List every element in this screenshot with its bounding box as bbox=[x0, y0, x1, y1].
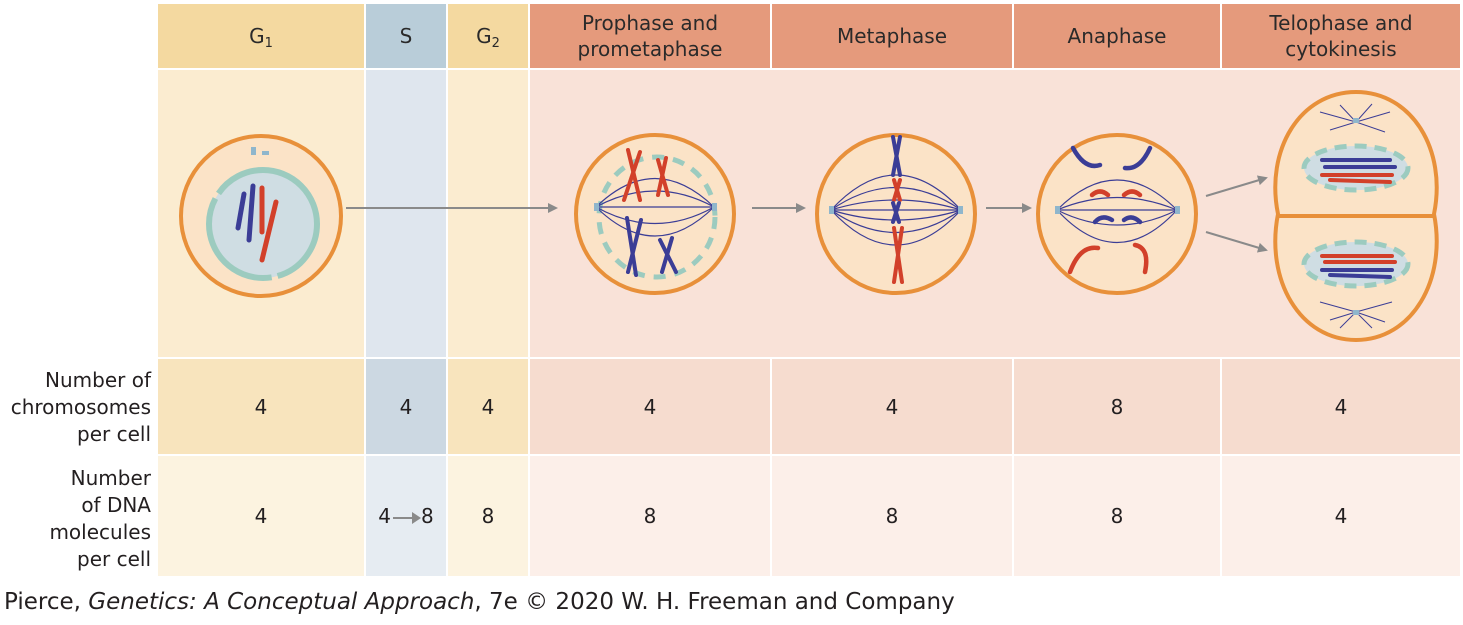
panel-g1-image bbox=[158, 70, 364, 357]
row-label-chromosomes-line: per cell bbox=[77, 422, 151, 446]
header-prophase-label: Prophase and prometaphase bbox=[577, 11, 723, 61]
header-prophase: Prophase and prometaphase bbox=[530, 4, 770, 68]
row-label-chromosomes-line: chromosomes bbox=[10, 395, 151, 419]
chromosomes-anaphase: 8 bbox=[1014, 359, 1220, 454]
chromosomes-g2-value: 4 bbox=[481, 394, 495, 419]
chromosomes-prophase: 4 bbox=[530, 359, 770, 454]
chromosomes-telophase: 4 bbox=[1222, 359, 1460, 454]
row-label-chromosomes: Number of chromosomes per cell bbox=[1, 367, 151, 448]
row-label-dna: Number of DNA molecules per cell bbox=[1, 465, 151, 573]
panel-s-image bbox=[366, 70, 446, 357]
dna-telophase: 4 bbox=[1222, 456, 1460, 576]
header-metaphase-label: Metaphase bbox=[836, 24, 947, 48]
chromosomes-g1-value: 4 bbox=[254, 394, 268, 419]
header-anaphase-label: Anaphase bbox=[1067, 24, 1167, 48]
row-label-dna-line: Number bbox=[70, 466, 151, 490]
dna-anaphase: 8 bbox=[1014, 456, 1220, 576]
dna-metaphase-value: 8 bbox=[885, 504, 899, 528]
dna-telophase-value: 4 bbox=[1334, 504, 1348, 528]
row-label-dna-line: of DNA bbox=[81, 493, 151, 517]
chromosomes-anaphase-value: 8 bbox=[1110, 394, 1124, 419]
row-label-chromosomes-line: Number of bbox=[45, 368, 151, 392]
header-g2: G2 bbox=[448, 4, 528, 68]
dna-prophase: 8 bbox=[530, 456, 770, 576]
dna-g1-value: 4 bbox=[254, 504, 268, 528]
header-metaphase: Metaphase bbox=[772, 4, 1012, 68]
header-s-label: S bbox=[399, 24, 413, 48]
row-label-dna-line: molecules bbox=[49, 520, 151, 544]
chromosomes-s: 4 bbox=[366, 359, 446, 454]
header-telophase: Telophase and cytokinesis bbox=[1222, 4, 1460, 68]
dna-g2: 8 bbox=[448, 456, 528, 576]
dna-prophase-value: 8 bbox=[643, 504, 657, 528]
header-g1: G1 bbox=[158, 4, 364, 68]
header-telophase-label: Telophase and cytokinesis bbox=[1269, 11, 1413, 61]
increase-arrow-icon bbox=[393, 511, 421, 524]
dna-g1: 4 bbox=[158, 456, 364, 576]
dna-g2-value: 8 bbox=[481, 504, 495, 528]
header-s: S bbox=[366, 4, 446, 68]
chromosomes-g1: 4 bbox=[158, 359, 364, 454]
chromosomes-metaphase: 4 bbox=[772, 359, 1012, 454]
dna-anaphase-value: 8 bbox=[1110, 504, 1124, 528]
panel-mitosis-image bbox=[530, 70, 1460, 357]
chromosomes-metaphase-value: 4 bbox=[885, 394, 899, 419]
chromosomes-prophase-value: 4 bbox=[643, 394, 657, 419]
chromosomes-s-value: 4 bbox=[399, 394, 413, 419]
header-g2-label: G2 bbox=[476, 24, 500, 51]
header-anaphase: Anaphase bbox=[1014, 4, 1220, 68]
row-label-dna-line: per cell bbox=[77, 547, 151, 571]
chromosomes-telophase-value: 4 bbox=[1334, 394, 1348, 419]
panel-g2-image bbox=[448, 70, 528, 357]
credit-line: Pierce, Genetics: A Conceptual Approach,… bbox=[4, 589, 955, 615]
chromosomes-g2: 4 bbox=[448, 359, 528, 454]
header-g1-label: G1 bbox=[249, 24, 273, 51]
dna-metaphase: 8 bbox=[772, 456, 1012, 576]
